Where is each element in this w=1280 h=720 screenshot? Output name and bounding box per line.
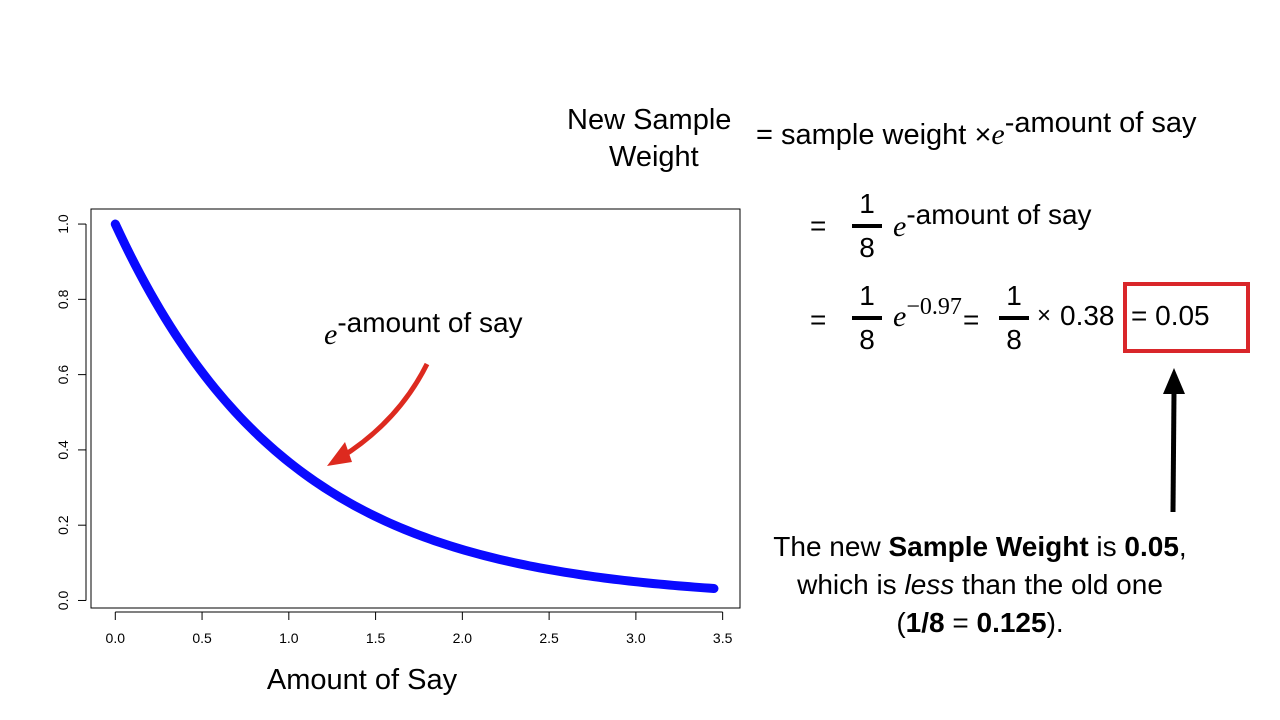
formula-lhs-line1: New Sample (567, 104, 732, 136)
row2-eq: = (810, 210, 827, 241)
note-line1: The new Sample Weight is 0.05, (773, 531, 1187, 562)
row3-e: e (893, 300, 907, 333)
curve-annotation: e-amount of say (324, 307, 523, 351)
x-tick-label: 3.0 (626, 630, 646, 646)
row3-times: × (1037, 302, 1052, 329)
x-axis: 0.0 0.5 1.0 1.5 2.0 2.5 3.0 3.5 (106, 611, 733, 646)
annotation-e: e (324, 318, 337, 351)
row3-den2: 8 (1006, 324, 1022, 355)
result-highlight-box (1123, 282, 1250, 353)
x-tick-label: 0.0 (106, 630, 126, 646)
row1-exponent: -amount of say (1004, 107, 1197, 139)
y-tick-label: 0.8 (55, 289, 71, 309)
row3-den: 8 (859, 324, 875, 355)
red-pointer-arrow (338, 362, 430, 461)
x-tick-label: 2.5 (539, 630, 559, 646)
note-line3: (1/8 = 0.125). (896, 607, 1064, 638)
x-tick-label: 0.5 (192, 630, 212, 646)
formula-row1: = sample weight ×e-amount of say (756, 107, 1197, 152)
y-tick-label: 0.4 (55, 440, 71, 460)
y-tick-label: 0.0 (55, 591, 71, 611)
row3-fraction2: 1 8 (998, 282, 1030, 354)
black-pointer-arrow (1170, 391, 1177, 513)
row3-num: 1 (859, 280, 875, 311)
exp-decay-curve (110, 219, 719, 594)
row3-fraction: 1 8 (851, 282, 883, 354)
row2-fraction: 1 8 (851, 190, 883, 262)
red-arrow-head (327, 442, 352, 466)
row3-num2: 1 (1006, 280, 1022, 311)
row3-eq: = (810, 304, 827, 335)
row1-e: e (991, 118, 1005, 151)
row3-exponent: −0.97 (906, 294, 962, 320)
black-arrow-head (1163, 368, 1185, 394)
y-tick-label: 0.6 (55, 365, 71, 385)
note-line2: which is less than the old one (797, 569, 1163, 600)
row3-result: = 0.05 (1131, 300, 1210, 331)
row1-eq: = sample weight (756, 119, 967, 151)
explanation-note: The new Sample Weight is 0.05, which is … (740, 528, 1220, 642)
row2-exp: e-amount of say (893, 199, 1092, 244)
row2-exponent: -amount of say (906, 199, 1092, 230)
row2-e: e (893, 210, 907, 243)
row3-eq2: = (963, 304, 980, 335)
row3-factor: 0.38 (1060, 300, 1115, 331)
x-tick-label: 1.5 (366, 630, 386, 646)
row2-den: 8 (859, 232, 875, 263)
row1-times: × (974, 119, 992, 151)
x-tick-label: 1.0 (279, 630, 299, 646)
annotation-exponent: -amount of say (337, 307, 522, 338)
x-tick-label: 2.0 (453, 630, 473, 646)
row2-num: 1 (859, 188, 875, 219)
row3-exp: e−0.97 (893, 294, 962, 334)
y-axis: 0.0 0.2 0.4 0.6 0.8 1.0 (55, 214, 87, 611)
x-axis-label: Amount of Say (267, 664, 458, 696)
formula-lhs-line2: Weight (609, 141, 699, 173)
x-tick-label: 3.5 (713, 630, 733, 646)
y-tick-label: 0.2 (55, 515, 71, 535)
y-tick-label: 1.0 (55, 214, 71, 234)
plot-frame (90, 208, 741, 609)
